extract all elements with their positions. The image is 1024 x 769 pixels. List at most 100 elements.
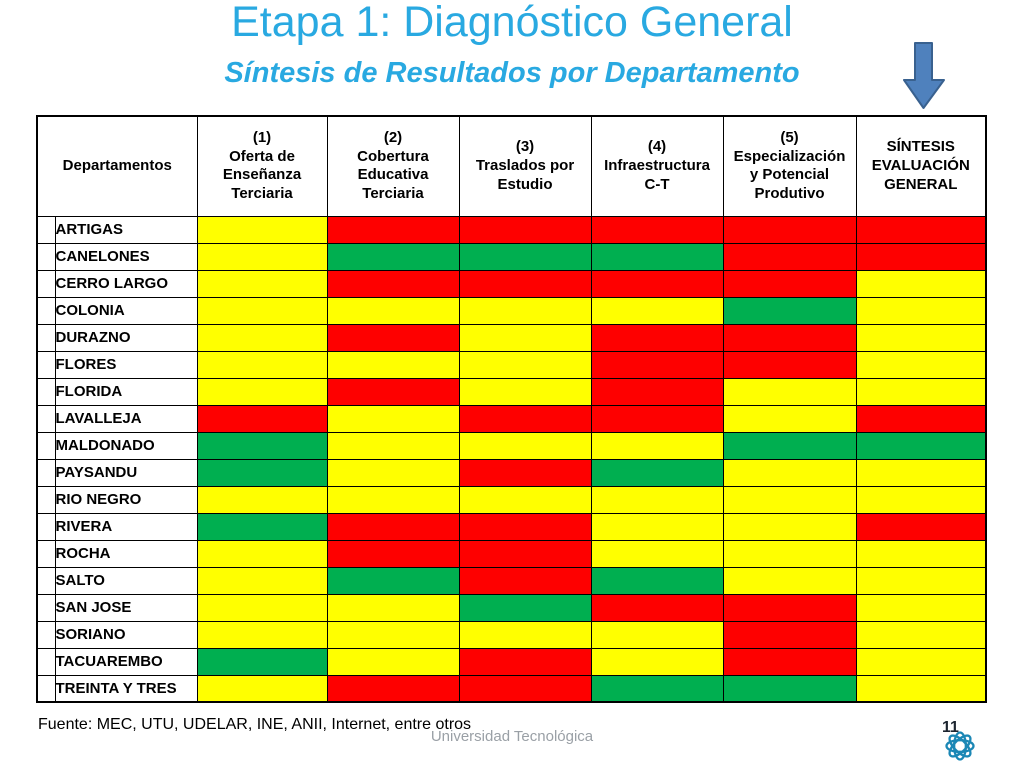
table-row: CERRO LARGO — [36, 269, 987, 298]
table-row: DURAZNO — [36, 323, 987, 352]
rating-cell-red — [855, 404, 987, 433]
row-spacer-cell — [36, 485, 56, 514]
rating-cell-yellow — [196, 593, 328, 622]
slide-subtitle: Síntesis de Resultados por Departamento — [224, 57, 800, 89]
rating-cell-yellow — [326, 296, 460, 325]
rating-cell-green — [326, 242, 460, 271]
rating-cell-yellow — [722, 566, 857, 595]
rating-cell-red — [590, 269, 724, 298]
rating-cell-yellow — [855, 350, 987, 379]
department-label: CANELONES — [54, 242, 198, 271]
row-spacer-cell — [36, 674, 56, 703]
department-label: TACUAREMBO — [54, 647, 198, 676]
rating-cell-yellow — [458, 323, 592, 352]
rating-cell-red — [722, 620, 857, 649]
rating-cell-red — [722, 593, 857, 622]
rating-cell-red — [196, 404, 328, 433]
rating-cell-yellow — [196, 485, 328, 514]
rating-cell-red — [458, 458, 592, 487]
header-row: Departamentos (1) Oferta de Enseñanza Te… — [36, 115, 987, 217]
column-header-infraestructura: (4) Infraestructura C-T — [590, 115, 724, 217]
rating-cell-red — [722, 350, 857, 379]
rating-cell-yellow — [326, 458, 460, 487]
table-row: RIVERA — [36, 512, 987, 541]
rating-cell-green — [458, 242, 592, 271]
rating-cell-yellow — [855, 458, 987, 487]
footer-institution-text: Universidad Tecnológica — [430, 728, 594, 745]
rating-cell-yellow — [326, 647, 460, 676]
table-row: COLONIA — [36, 296, 987, 325]
rating-cell-yellow — [326, 485, 460, 514]
row-spacer-cell — [36, 404, 56, 433]
row-spacer-cell — [36, 620, 56, 649]
rating-cell-green — [590, 458, 724, 487]
rating-cell-yellow — [196, 215, 328, 244]
rating-cell-red — [722, 269, 857, 298]
rating-cell-yellow — [326, 350, 460, 379]
footer-source-text: Fuente: MEC, UTU, UDELAR, INE, ANII, Int… — [38, 716, 472, 733]
rating-cell-yellow — [855, 539, 987, 568]
department-label: ARTIGAS — [54, 215, 198, 244]
rating-cell-red — [326, 377, 460, 406]
row-spacer-cell — [36, 512, 56, 541]
arrow-down-icon — [903, 42, 945, 110]
department-label: DURAZNO — [54, 323, 198, 352]
rating-cell-green — [722, 431, 857, 460]
rating-cell-red — [326, 674, 460, 703]
rating-cell-red — [458, 269, 592, 298]
department-label: LAVALLEJA — [54, 404, 198, 433]
rating-cell-yellow — [458, 296, 592, 325]
rating-cell-green — [722, 296, 857, 325]
rating-cell-yellow — [590, 485, 724, 514]
rating-cell-red — [590, 323, 724, 352]
table-row: MALDONADO — [36, 431, 987, 460]
rating-cell-yellow — [196, 350, 328, 379]
rating-cell-red — [458, 674, 592, 703]
rating-cell-yellow — [326, 404, 460, 433]
department-label: FLORES — [54, 350, 198, 379]
rating-cell-yellow — [722, 377, 857, 406]
rating-cell-yellow — [855, 674, 987, 703]
rating-cell-red — [326, 539, 460, 568]
rating-cell-yellow — [590, 620, 724, 649]
rating-cell-yellow — [196, 566, 328, 595]
table-row: FLORES — [36, 350, 987, 379]
rating-cell-green — [196, 431, 328, 460]
results-table: Departamentos (1) Oferta de Enseñanza Te… — [36, 115, 987, 703]
row-spacer-cell — [36, 242, 56, 271]
rating-cell-yellow — [590, 647, 724, 676]
table-row: PAYSANDU — [36, 458, 987, 487]
rating-cell-green — [458, 593, 592, 622]
table-row: CANELONES — [36, 242, 987, 271]
department-label: MALDONADO — [54, 431, 198, 460]
rating-cell-yellow — [196, 269, 328, 298]
rating-cell-yellow — [855, 377, 987, 406]
rating-cell-red — [590, 377, 724, 406]
row-spacer-cell — [36, 296, 56, 325]
table-row: RIO NEGRO — [36, 485, 987, 514]
rating-cell-red — [722, 323, 857, 352]
row-spacer-cell — [36, 458, 56, 487]
table-row: ARTIGAS — [36, 215, 987, 244]
rating-cell-red — [590, 350, 724, 379]
rating-cell-yellow — [196, 620, 328, 649]
rating-cell-yellow — [590, 431, 724, 460]
column-header-oferta: (1) Oferta de Enseñanza Terciaria — [196, 115, 328, 217]
rating-cell-yellow — [326, 620, 460, 649]
row-spacer-cell — [36, 269, 56, 298]
row-spacer-cell — [36, 566, 56, 595]
rating-cell-yellow — [196, 296, 328, 325]
department-label: CERRO LARGO — [54, 269, 198, 298]
rating-cell-red — [722, 647, 857, 676]
rating-cell-red — [590, 404, 724, 433]
rating-cell-yellow — [326, 431, 460, 460]
rating-cell-yellow — [458, 431, 592, 460]
rating-cell-yellow — [855, 620, 987, 649]
rating-cell-red — [458, 647, 592, 676]
rating-cell-red — [326, 269, 460, 298]
department-label: RIO NEGRO — [54, 485, 198, 514]
column-header-cobertura: (2) Cobertura Educativa Terciaria — [326, 115, 460, 217]
department-label: TREINTA Y TRES — [54, 674, 198, 703]
rating-cell-yellow — [855, 269, 987, 298]
rating-cell-red — [722, 242, 857, 271]
